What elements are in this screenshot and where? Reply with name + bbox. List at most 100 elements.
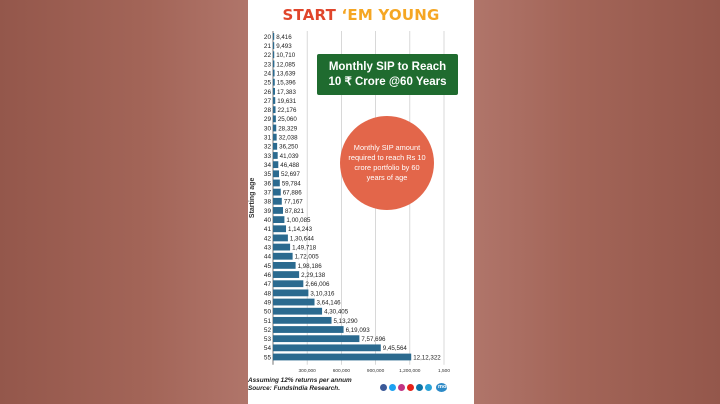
bar xyxy=(273,78,275,86)
age-tick-label: 38 xyxy=(264,199,272,206)
value-label: 9,45,564 xyxy=(383,345,408,352)
value-label: 15,396 xyxy=(277,80,296,87)
value-label: 4,30,405 xyxy=(324,309,349,316)
value-label: 19,631 xyxy=(277,98,296,105)
age-tick-label: 25 xyxy=(264,80,272,87)
age-tick-label: 23 xyxy=(264,61,272,68)
info-circle: Monthly SIP amount required to reach Rs … xyxy=(340,116,434,210)
value-label: 17,383 xyxy=(277,89,296,96)
sip-bar-chart: Starting age 20 8,416 21 9,493 22 10,710 23 12,0… xyxy=(249,31,450,374)
left-background xyxy=(0,0,248,404)
footnote-assumption: Assuming 12% returns per annum xyxy=(248,377,352,384)
age-tick-label: 24 xyxy=(264,70,272,77)
bar xyxy=(273,225,287,233)
age-tick-label: 51 xyxy=(264,318,272,325)
age-tick-label: 34 xyxy=(264,162,272,169)
value-label: 1,14,243 xyxy=(288,226,313,233)
bar xyxy=(273,33,275,40)
age-tick-label: 27 xyxy=(264,98,272,105)
age-tick-label: 43 xyxy=(264,244,272,251)
age-tick-label: 54 xyxy=(264,345,272,352)
x-tick-label: 300,000 xyxy=(299,368,317,374)
age-tick-label: 37 xyxy=(264,190,272,197)
value-label: 77,167 xyxy=(284,199,303,206)
age-tick-label: 32 xyxy=(264,144,272,151)
bar xyxy=(273,179,280,187)
value-label: 87,821 xyxy=(285,208,304,215)
age-tick-label: 31 xyxy=(264,135,272,142)
value-label: 67,886 xyxy=(283,190,302,197)
age-tick-label: 49 xyxy=(264,299,272,306)
footnote-source: Source: FundsIndia Research. xyxy=(248,385,340,392)
headline-young: ‘EM YOUNG xyxy=(341,6,440,24)
age-tick-label: 26 xyxy=(264,89,272,96)
x-tick-label: 1,500 xyxy=(438,368,450,374)
value-label: 1,98,186 xyxy=(298,263,323,270)
bar xyxy=(273,335,360,343)
age-tick-label: 46 xyxy=(264,272,272,279)
value-label: 6,19,093 xyxy=(346,327,371,334)
bar xyxy=(273,106,276,114)
bar xyxy=(273,307,323,315)
bar xyxy=(273,289,309,297)
age-tick-label: 33 xyxy=(264,153,272,160)
social-links: moneycontrol xyxy=(380,383,474,392)
bar xyxy=(273,316,332,324)
age-tick-label: 55 xyxy=(264,354,272,361)
bar xyxy=(273,280,304,288)
age-tick-label: 28 xyxy=(264,107,272,114)
bar xyxy=(273,344,381,352)
brand-logo[interactable]: moneycontrol xyxy=(436,383,474,392)
bar xyxy=(273,69,275,77)
value-label: 22,176 xyxy=(278,107,297,114)
value-label: 8,416 xyxy=(276,34,292,41)
twitter-icon[interactable] xyxy=(389,384,396,391)
age-tick-label: 50 xyxy=(264,309,272,316)
youtube-icon[interactable] xyxy=(407,384,414,391)
value-label: 1,30,644 xyxy=(290,235,315,242)
bar xyxy=(273,87,275,95)
age-tick-label: 21 xyxy=(264,43,272,50)
age-tick-label: 40 xyxy=(264,217,272,224)
age-tick-label: 30 xyxy=(264,125,272,132)
age-tick-label: 39 xyxy=(264,208,272,215)
value-label: 13,639 xyxy=(277,70,296,77)
bar xyxy=(273,142,278,150)
telegram-icon[interactable] xyxy=(425,384,432,391)
age-tick-label: 48 xyxy=(264,290,272,297)
value-label: 1,00,085 xyxy=(286,217,311,224)
value-label: 7,57,696 xyxy=(361,336,386,343)
value-label: 1,72,005 xyxy=(295,254,320,261)
bar xyxy=(273,207,284,214)
bar xyxy=(273,124,277,132)
right-background xyxy=(474,0,720,404)
footnote: Assuming 12% returns per annum Source: F… xyxy=(248,377,352,393)
callout-line1: Monthly SIP to Reach xyxy=(328,60,447,73)
x-tick-label: 900,000 xyxy=(367,368,385,374)
bar xyxy=(273,188,281,196)
bar xyxy=(273,353,412,361)
bar xyxy=(273,115,276,123)
age-tick-label: 53 xyxy=(264,336,272,343)
age-tick-label: 47 xyxy=(264,281,272,288)
value-label: 41,039 xyxy=(280,153,299,160)
bar xyxy=(273,252,293,260)
x-tick-label: 1,200,000 xyxy=(399,368,421,374)
infographic-card: START ‘EM YOUNG Starting age 20 8,416 21 9,4… xyxy=(248,0,474,404)
bar xyxy=(273,133,277,141)
y-axis-label: Starting age xyxy=(249,178,256,219)
facebook-icon[interactable] xyxy=(380,384,387,391)
age-tick-label: 36 xyxy=(264,180,272,187)
value-label: 2,66,006 xyxy=(305,281,330,288)
bar xyxy=(273,197,282,205)
instagram-icon[interactable] xyxy=(398,384,405,391)
value-label: 12,12,322 xyxy=(413,354,441,361)
value-label: 1,49,718 xyxy=(292,244,317,251)
age-tick-label: 22 xyxy=(264,52,272,59)
age-tick-label: 35 xyxy=(264,171,272,178)
linkedin-icon[interactable] xyxy=(416,384,423,391)
value-label: 28,329 xyxy=(278,125,297,132)
value-label: 36,250 xyxy=(279,144,298,151)
age-tick-label: 29 xyxy=(264,116,272,123)
value-label: 12,085 xyxy=(276,61,295,68)
